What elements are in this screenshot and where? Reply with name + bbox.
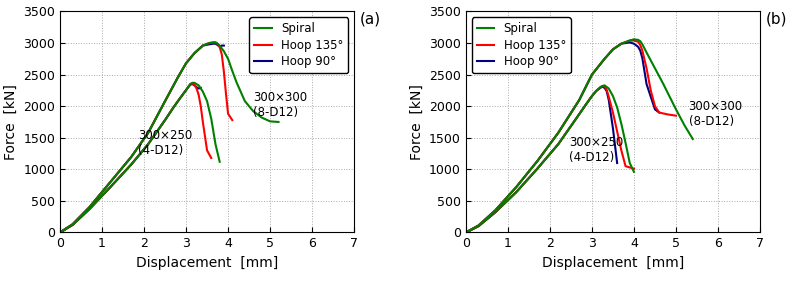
Text: 300×250
(4-D12): 300×250 (4-D12) xyxy=(138,129,192,157)
X-axis label: Displacement  [mm]: Displacement [mm] xyxy=(136,256,278,270)
Y-axis label: Force  [kN]: Force [kN] xyxy=(410,84,423,160)
Y-axis label: Force  [kN]: Force [kN] xyxy=(4,84,18,160)
Legend: Spiral, Hoop 135°, Hoop 90°: Spiral, Hoop 135°, Hoop 90° xyxy=(250,18,348,73)
Text: (b): (b) xyxy=(766,11,787,26)
X-axis label: Displacement  [mm]: Displacement [mm] xyxy=(542,256,684,270)
Text: 300×300
(8-D12): 300×300 (8-D12) xyxy=(254,91,307,119)
Legend: Spiral, Hoop 135°, Hoop 90°: Spiral, Hoop 135°, Hoop 90° xyxy=(472,18,570,73)
Text: (a): (a) xyxy=(360,11,381,26)
Text: 300×250
(4-D12): 300×250 (4-D12) xyxy=(569,136,623,164)
Text: 300×300
(8-D12): 300×300 (8-D12) xyxy=(689,100,742,128)
